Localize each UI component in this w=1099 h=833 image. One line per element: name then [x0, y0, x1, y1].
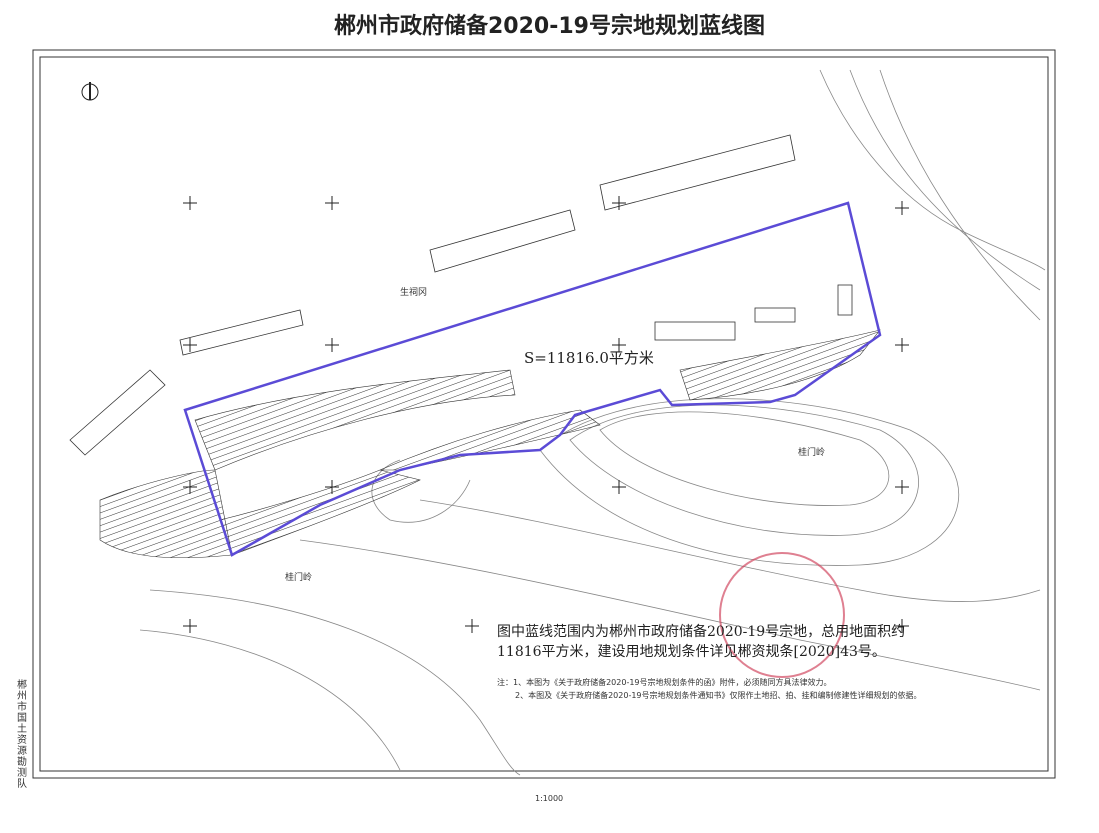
note: 注：1、本图为《关于政府储备2020-19号宗地规划条件的函》附件，必须随同方具… [497, 678, 832, 687]
buildings [69, 134, 853, 456]
notes: 注：1、本图为《关于政府储备2020-19号宗地规划条件的函》附件，必须随同方具… [497, 676, 977, 702]
scale: 1:1000 [535, 794, 564, 803]
place-label: 桂门岭 [285, 571, 312, 583]
side-label: 郴州市国土资源勘测队 [17, 680, 27, 790]
title: 郴州市政府储备2020-19号宗地规划蓝线图 [334, 14, 765, 39]
place-label: 生祠冈 [400, 286, 427, 298]
hatched-slopes [99, 329, 881, 559]
notice: 图中蓝线范围内为郴州市政府储备2020-19号宗地，总用地面积约11816平方米… [497, 624, 906, 660]
area-label: S=11816.0平方米 [524, 349, 654, 367]
stamp [719, 552, 845, 678]
frame [32, 49, 1056, 779]
grid-crosses [183, 196, 909, 633]
contours [139, 69, 1046, 776]
place-label: 桂门岭 [798, 446, 825, 458]
boundary [183, 201, 882, 557]
note: 2、本图及《关于政府储备2020-19号宗地规划条件通知书》仅限作土地招、拍、挂… [515, 691, 922, 700]
